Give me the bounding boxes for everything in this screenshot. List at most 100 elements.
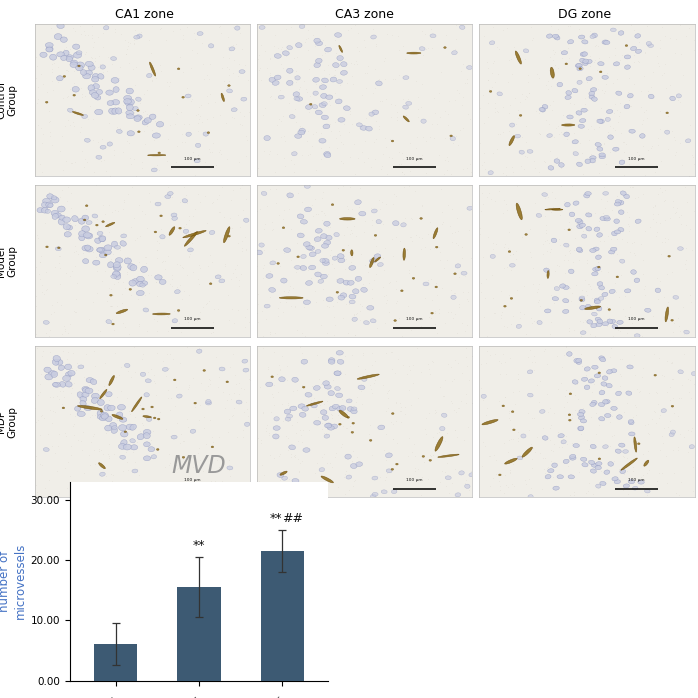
- Ellipse shape: [352, 289, 359, 294]
- Point: [70, 306, 81, 317]
- Point: [478, 118, 489, 129]
- Point: [187, 211, 198, 222]
- Ellipse shape: [509, 135, 514, 146]
- Point: [543, 192, 554, 203]
- Ellipse shape: [600, 482, 606, 486]
- Point: [591, 429, 602, 440]
- Ellipse shape: [602, 400, 608, 404]
- Point: [295, 429, 306, 440]
- Point: [45, 325, 56, 336]
- Point: [524, 223, 535, 235]
- Ellipse shape: [66, 57, 73, 61]
- Point: [202, 297, 213, 308]
- Point: [117, 288, 128, 299]
- Point: [224, 477, 235, 488]
- Point: [322, 269, 334, 280]
- Point: [651, 227, 662, 238]
- Point: [311, 88, 322, 99]
- Point: [307, 128, 318, 140]
- Point: [493, 475, 505, 487]
- Point: [379, 73, 390, 84]
- Point: [292, 453, 304, 464]
- Ellipse shape: [306, 401, 323, 406]
- Point: [460, 389, 471, 400]
- Ellipse shape: [596, 306, 602, 311]
- Ellipse shape: [595, 466, 602, 470]
- Ellipse shape: [84, 233, 93, 239]
- Point: [482, 63, 493, 74]
- Ellipse shape: [302, 406, 309, 411]
- Point: [449, 288, 460, 299]
- Ellipse shape: [577, 248, 583, 253]
- Point: [521, 136, 532, 147]
- Point: [195, 378, 207, 389]
- Point: [280, 296, 291, 307]
- Point: [310, 193, 321, 205]
- Ellipse shape: [140, 267, 147, 272]
- Point: [341, 422, 352, 433]
- Point: [237, 180, 248, 191]
- Point: [84, 411, 96, 422]
- Point: [68, 22, 79, 34]
- Point: [259, 470, 270, 481]
- Ellipse shape: [73, 44, 80, 50]
- Point: [193, 443, 205, 454]
- Point: [275, 475, 286, 486]
- Point: [181, 82, 193, 94]
- Point: [278, 306, 289, 318]
- Point: [651, 272, 662, 283]
- Point: [381, 387, 392, 399]
- Point: [669, 135, 681, 146]
- Point: [337, 313, 348, 324]
- Ellipse shape: [287, 68, 293, 73]
- Point: [105, 94, 117, 105]
- Point: [655, 248, 667, 260]
- Point: [332, 142, 343, 154]
- Point: [595, 383, 607, 394]
- Point: [441, 151, 452, 163]
- Point: [482, 57, 493, 68]
- Point: [558, 350, 570, 361]
- Ellipse shape: [572, 140, 579, 144]
- Point: [303, 64, 314, 75]
- Ellipse shape: [334, 371, 341, 376]
- Ellipse shape: [112, 426, 117, 430]
- Point: [178, 455, 189, 466]
- Point: [46, 75, 57, 87]
- Point: [462, 108, 473, 119]
- Point: [625, 302, 636, 313]
- Ellipse shape: [292, 377, 298, 383]
- Point: [289, 300, 300, 311]
- Point: [235, 107, 246, 118]
- Point: [84, 460, 96, 471]
- Point: [148, 369, 159, 380]
- Point: [77, 89, 88, 100]
- Ellipse shape: [47, 203, 53, 207]
- Point: [501, 162, 512, 173]
- Point: [595, 103, 607, 114]
- Point: [269, 452, 280, 463]
- Point: [381, 29, 392, 40]
- Point: [194, 155, 205, 166]
- Point: [668, 317, 679, 328]
- Ellipse shape: [345, 454, 351, 459]
- Point: [184, 248, 195, 259]
- Point: [355, 299, 366, 310]
- Point: [123, 58, 134, 69]
- Ellipse shape: [577, 247, 582, 251]
- Point: [109, 487, 120, 498]
- Point: [612, 117, 623, 128]
- Ellipse shape: [124, 98, 131, 104]
- Ellipse shape: [336, 99, 342, 104]
- Point: [141, 120, 152, 131]
- Ellipse shape: [522, 447, 533, 457]
- Point: [162, 99, 173, 110]
- Point: [463, 287, 474, 298]
- Point: [394, 45, 405, 56]
- Point: [200, 385, 211, 396]
- Point: [552, 383, 563, 394]
- Point: [434, 111, 445, 122]
- Point: [324, 99, 335, 110]
- Point: [292, 238, 303, 249]
- Ellipse shape: [53, 383, 60, 387]
